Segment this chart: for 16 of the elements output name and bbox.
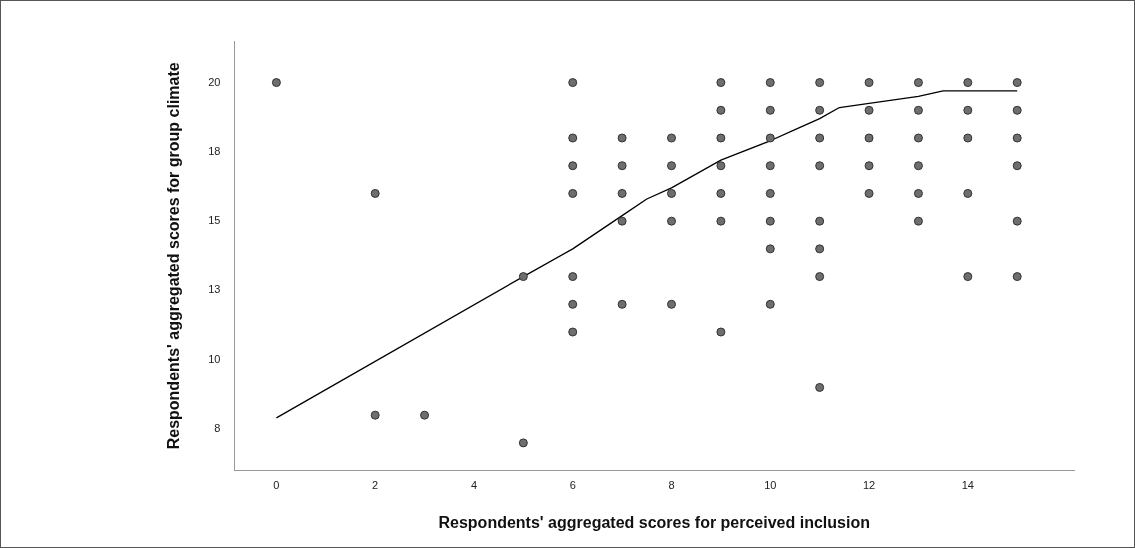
x-tick-label: 10 [764, 479, 777, 492]
x-tick-label: 2 [372, 479, 379, 492]
y-tick-label: 10 [208, 352, 221, 365]
x-tick-label: 6 [569, 479, 576, 492]
x-tick-label: 12 [862, 479, 876, 492]
y-tick-label: 13 [208, 283, 221, 296]
x-tick-label: 8 [668, 479, 675, 492]
x-tick-label: 14 [961, 479, 974, 492]
x-axis-title: Respondents' aggregated scores for perceived inclusion [438, 513, 870, 531]
x-tick-label: 0 [273, 479, 280, 492]
y-axis-title: Respondents' aggregated scores for group climate [165, 62, 183, 450]
y-tick-label: 8 [214, 422, 221, 435]
y-tick-label: 15 [208, 214, 221, 227]
y-tick-label: 20 [208, 75, 221, 88]
x-tick-label: 4 [470, 479, 478, 492]
y-tick-label: 18 [208, 144, 221, 157]
